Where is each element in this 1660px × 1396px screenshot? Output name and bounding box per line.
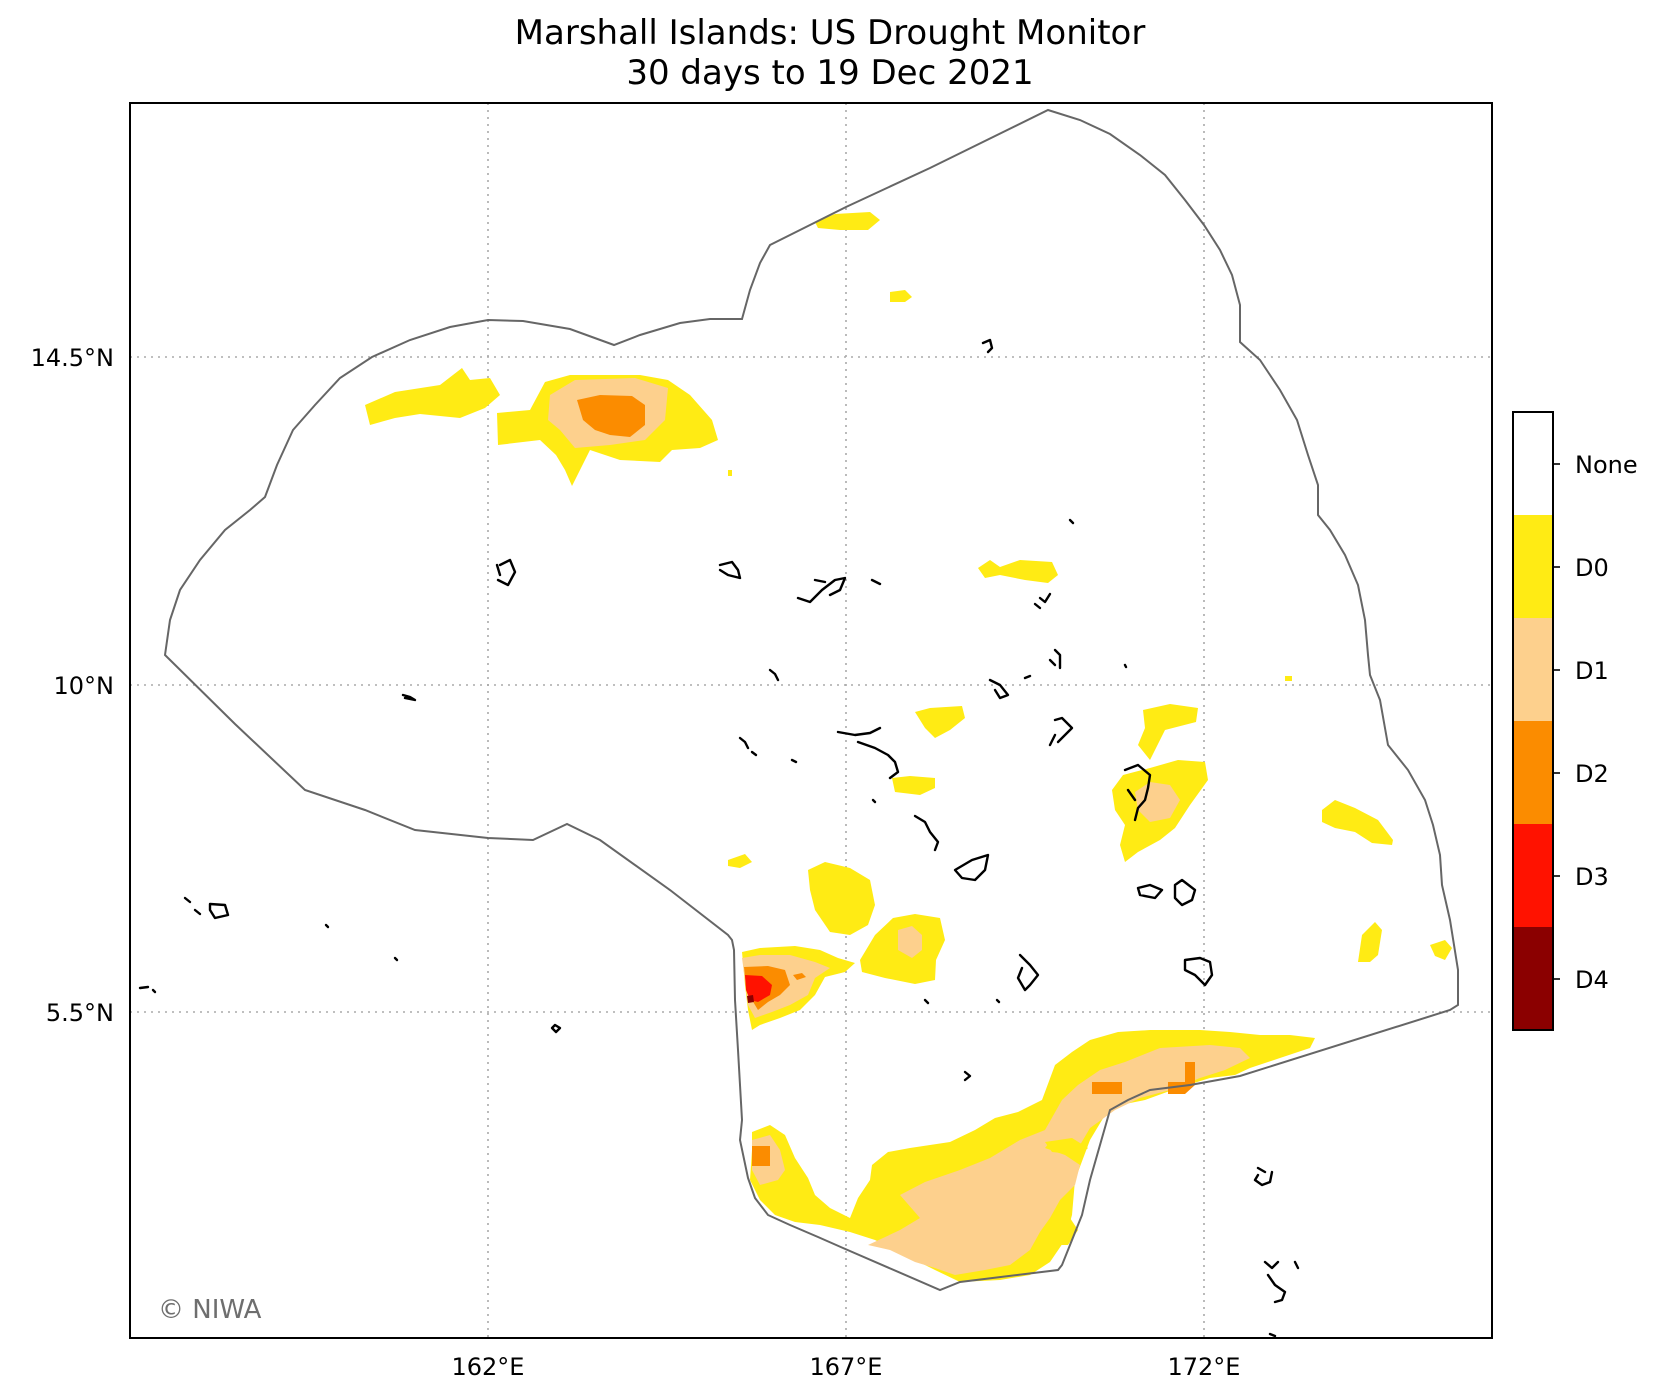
drought-area-d0 — [365, 368, 500, 425]
islands — [138, 338, 1300, 1338]
atoll-outline — [183, 896, 230, 920]
atoll-outline — [1263, 1260, 1300, 1338]
atoll-outline — [718, 560, 742, 580]
drought-area-d0 — [915, 706, 965, 738]
atoll-outline — [324, 923, 330, 929]
atoll-outline — [963, 1070, 972, 1082]
drought-area-d2 — [577, 395, 645, 437]
y-tick-label: 5.5°N — [46, 999, 114, 1027]
eez-boundary — [163, 108, 1459, 1292]
drought-area-d0 — [1138, 704, 1198, 760]
map-plot-area — [130, 103, 1492, 1338]
atoll-outline — [1033, 592, 1052, 610]
drought-area-d0 — [892, 776, 935, 795]
legend-frame — [1512, 411, 1554, 1031]
atoll-outline — [1068, 518, 1075, 525]
legend-swatch-d2 — [1513, 721, 1553, 824]
legend-swatch-d0 — [1513, 515, 1553, 618]
atoll-outline — [401, 693, 417, 702]
legend-label: D0 — [1575, 554, 1609, 582]
drought-area-d0 — [1045, 1138, 1088, 1155]
drought-area-d4 — [747, 995, 754, 1003]
atoll-outline — [1136, 878, 1197, 907]
x-tick-label: 167°E — [810, 1353, 883, 1381]
atoll-outline — [988, 678, 1010, 700]
legend-label: D1 — [1575, 657, 1609, 685]
drought-area-d0 — [808, 862, 875, 935]
drought-area-d0 — [1285, 676, 1292, 681]
atoll-outline — [495, 558, 517, 587]
legend-swatch-d1 — [1513, 618, 1553, 721]
atoll-outline — [796, 576, 882, 604]
legend-label: D4 — [1575, 966, 1609, 994]
atoll-outline — [871, 798, 877, 804]
y-tick-label: 14.5°N — [31, 344, 114, 372]
legend-label: D2 — [1575, 760, 1609, 788]
legend-label: None — [1575, 451, 1638, 479]
drought-area-d2 — [793, 973, 806, 980]
atoll-outline — [768, 668, 780, 682]
atoll-outline — [790, 758, 798, 764]
atoll-outline — [1123, 763, 1152, 822]
drought-area-d1 — [868, 1045, 1250, 1275]
atoll-outline — [836, 726, 900, 780]
atoll-outline — [923, 998, 930, 1005]
drought-area-d0 — [728, 854, 752, 868]
x-tick-label: 172°E — [1168, 1353, 1241, 1381]
drought-area-d0 — [1050, 1218, 1078, 1245]
atoll-outline — [393, 956, 399, 962]
x-tick-label: 162°E — [452, 1353, 525, 1381]
drought-area-d0 — [1322, 800, 1393, 845]
drought-area-d0 — [978, 560, 1058, 583]
atoll-outline — [1016, 953, 1040, 992]
atoll-outline — [995, 998, 1001, 1004]
legend-colorbar: None D0 D1 D2 D3 D4 — [1512, 411, 1638, 1031]
atoll-outline — [1023, 674, 1032, 680]
atoll-outline — [953, 853, 990, 882]
atoll-outline — [913, 814, 940, 852]
atoll-outline — [1048, 716, 1074, 747]
drought-area-d0 — [1430, 940, 1452, 960]
legend-swatch-none — [1513, 412, 1553, 515]
drought-area-d1 — [898, 926, 922, 958]
map-gridlines — [130, 103, 1492, 1338]
map-subtitle: 30 days to 19 Dec 2021 — [626, 53, 1034, 93]
y-tick-label: 10°N — [54, 672, 115, 700]
drought-area-d0 — [815, 212, 880, 230]
atoll-outline — [981, 338, 994, 354]
drought-area-d2 — [752, 1146, 770, 1166]
drought-areas — [365, 212, 1452, 1282]
atoll-outline — [550, 1023, 562, 1034]
atoll-outline — [1048, 648, 1062, 670]
credit-text: © NIWA — [158, 1295, 262, 1325]
atoll-outline — [1253, 1166, 1274, 1187]
atoll-outline — [738, 736, 758, 757]
map-frame — [129, 102, 1493, 1339]
legend-label: D3 — [1575, 863, 1609, 891]
legend-swatch-d4 — [1513, 927, 1553, 1030]
drought-area-d0 — [890, 290, 912, 302]
axis-labels: 162°E 167°E 172°E 14.5°N 10°N 5.5°N — [31, 344, 1241, 1381]
drought-area-d0 — [1358, 922, 1382, 962]
legend-swatch-d3 — [1513, 824, 1553, 927]
atoll-outline — [1123, 663, 1128, 669]
map-title: Marshall Islands: US Drought Monitor — [514, 13, 1146, 53]
atoll-outline — [1183, 956, 1214, 987]
drought-area-d2 — [1092, 1082, 1122, 1094]
atoll-outline — [138, 985, 157, 994]
drought-area-d0 — [728, 470, 732, 476]
